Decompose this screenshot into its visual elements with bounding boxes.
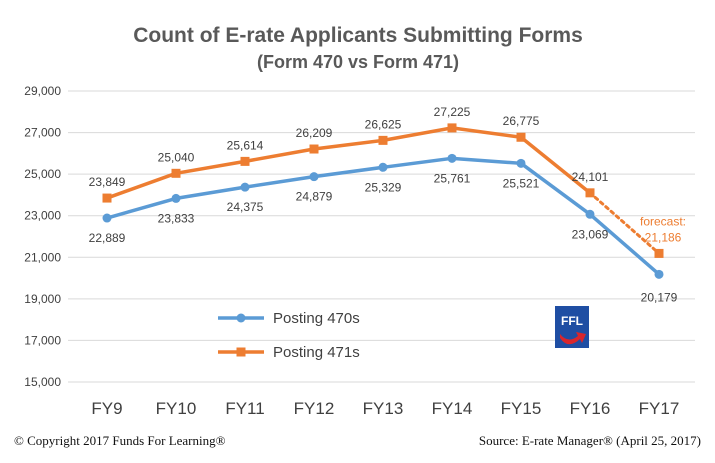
y-tick-label: 25,000 [24, 167, 61, 181]
legend-label: Posting 471s [273, 344, 360, 361]
copyright-text: © Copyright 2017 Funds For Learning® [14, 433, 226, 448]
data-point [585, 188, 595, 198]
data-point [102, 193, 112, 203]
data-point [654, 248, 664, 258]
data-labels: 22,889 23,833 24,375 24,879 25,329 25,761 25,5… [89, 105, 686, 304]
x-tick-label: FY12 [294, 399, 335, 418]
x-tick-label: FY15 [501, 399, 542, 418]
data-point [516, 132, 526, 142]
ffl-logo: FFL [555, 306, 589, 348]
data-point [102, 213, 112, 223]
x-tick-label: FY11 [225, 399, 264, 418]
y-tick-label: 29,000 [24, 84, 61, 98]
x-tick-label: FY17 [639, 399, 680, 418]
y-tick-label: 17,000 [24, 333, 61, 347]
data-label: 25,040 [158, 150, 195, 164]
y-axis: 15,000 17,000 19,000 21,000 23,000 25,000 27,0… [24, 84, 61, 389]
data-label: 25,521 [503, 176, 540, 190]
data-label: 24,375 [227, 200, 264, 214]
y-tick-label: 21,000 [24, 250, 61, 264]
data-point [171, 168, 181, 178]
legend: Posting 470s Posting 471s [218, 310, 360, 361]
y-tick-label: 15,000 [24, 375, 61, 389]
data-label: 24,879 [296, 190, 333, 204]
y-tick-label: 27,000 [24, 126, 61, 140]
logo-text: FFL [561, 314, 583, 328]
data-label: 25,614 [227, 138, 264, 152]
y-tick-label: 19,000 [24, 292, 61, 306]
logo-arrow-icon [560, 332, 586, 345]
data-label: 20,179 [641, 290, 678, 304]
series-line [106, 126, 592, 200]
data-point [309, 172, 319, 182]
data-point [654, 269, 664, 279]
data-label: 23,069 [572, 227, 609, 241]
chart-subtitle: (Form 470 vs Form 471) [257, 52, 459, 72]
x-axis: FY9 FY10 FY11 FY12 FY13 FY14 FY15 FY16 FY17 [91, 399, 679, 418]
data-point [585, 209, 595, 219]
data-point [447, 123, 457, 133]
data-point [378, 162, 388, 172]
data-label: 21,186 [645, 230, 682, 244]
data-label: 26,625 [365, 117, 402, 131]
data-point [447, 153, 457, 163]
data-label: 26,775 [503, 114, 540, 128]
data-point [309, 144, 319, 154]
data-point [378, 135, 388, 145]
data-label: 23,849 [89, 175, 126, 189]
x-tick-label: FY14 [432, 399, 473, 418]
forecast-line [588, 191, 661, 255]
data-point [171, 193, 181, 203]
y-tick-label: 23,000 [24, 209, 61, 223]
data-point [240, 156, 250, 166]
chart-title: Count of E-rate Applicants Submitting Fo… [133, 24, 583, 47]
legend-marker [236, 313, 246, 323]
legend-marker [236, 347, 246, 357]
data-label: 27,225 [434, 105, 471, 119]
data-label: 22,889 [89, 231, 126, 245]
x-tick-label: FY16 [570, 399, 611, 418]
data-label: 24,101 [572, 170, 609, 184]
forecast-label: forecast: [640, 214, 686, 228]
data-point [516, 158, 526, 168]
data-label: 25,329 [365, 180, 402, 194]
legend-label: Posting 470s [273, 310, 360, 327]
data-label: 26,209 [296, 126, 333, 140]
source-text: Source: E-rate Manager® (April 25, 2017) [478, 433, 701, 448]
x-tick-label: FY9 [91, 399, 122, 418]
data-point [240, 182, 250, 192]
series-group [102, 123, 664, 279]
data-label: 25,761 [434, 171, 471, 185]
data-label: 23,833 [158, 211, 195, 225]
x-tick-label: FY13 [363, 399, 404, 418]
x-tick-label: FY10 [156, 399, 197, 418]
